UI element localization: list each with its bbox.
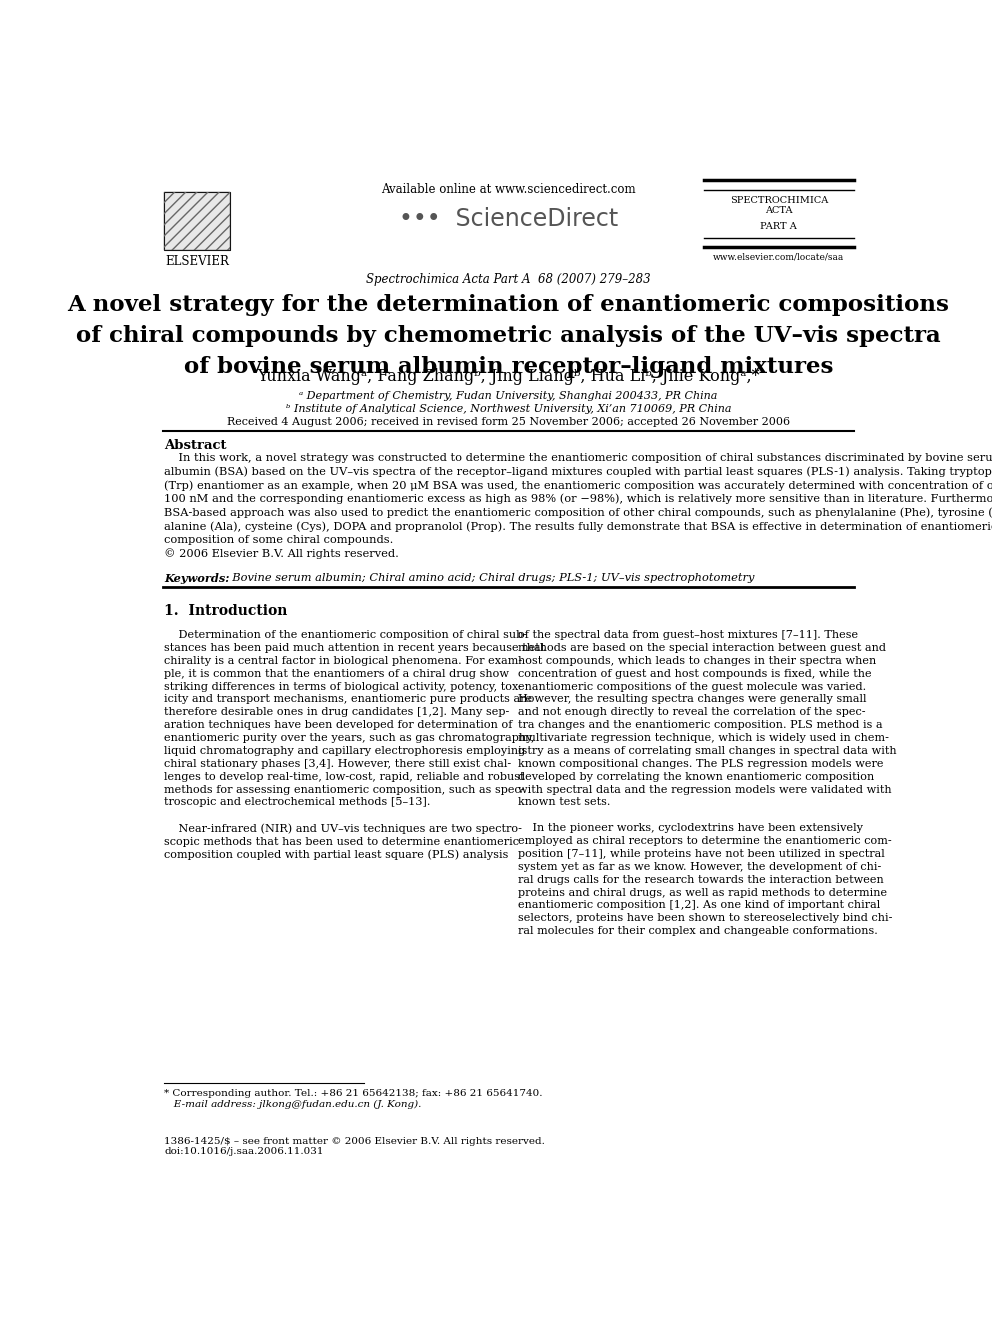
Text: ᵃ Department of Chemistry, Fudan University, Shanghai 200433, PR China: ᵃ Department of Chemistry, Fudan Univers… — [300, 392, 717, 401]
Text: Bovine serum albumin; Chiral amino acid; Chiral drugs; PLS-1; UV–vis spectrophot: Bovine serum albumin; Chiral amino acid;… — [225, 573, 754, 583]
Text: * Corresponding author. Tel.: +86 21 65642138; fax: +86 21 65641740.: * Corresponding author. Tel.: +86 21 656… — [165, 1089, 543, 1098]
Text: of the spectral data from guest–host mixtures [7–11]. These
methods are based on: of the spectral data from guest–host mix… — [518, 630, 897, 937]
Text: ELSEVIER: ELSEVIER — [165, 255, 229, 269]
Bar — [165, 192, 230, 250]
Text: Keywords:: Keywords: — [165, 573, 230, 583]
Text: Determination of the enantiomeric composition of chiral sub-
stances has been pa: Determination of the enantiomeric compos… — [165, 630, 546, 860]
Text: SPECTROCHIMICA: SPECTROCHIMICA — [730, 196, 828, 205]
Text: 1.  Introduction: 1. Introduction — [165, 603, 288, 618]
Text: ACTA: ACTA — [765, 206, 793, 214]
Text: Spectrochimica Acta Part A  68 (2007) 279–283: Spectrochimica Acta Part A 68 (2007) 279… — [366, 273, 651, 286]
Text: PART A: PART A — [761, 222, 798, 232]
Text: Yunxia Wangᵃ, Fang Zhangᵇ, Jing Liangᵇ, Hua Liᵇ, Jilie Kongᵃ,*: Yunxia Wangᵃ, Fang Zhangᵇ, Jing Liangᵇ, … — [257, 368, 760, 385]
Text: Received 4 August 2006; received in revised form 25 November 2006; accepted 26 N: Received 4 August 2006; received in revi… — [227, 418, 790, 427]
Text: •••  ScienceDirect: ••• ScienceDirect — [399, 206, 618, 230]
Text: doi:10.1016/j.saa.2006.11.031: doi:10.1016/j.saa.2006.11.031 — [165, 1147, 323, 1156]
Text: E-mail address: jlkong@fudan.edu.cn (J. Kong).: E-mail address: jlkong@fudan.edu.cn (J. … — [165, 1099, 422, 1109]
Text: 1386-1425/$ – see front matter © 2006 Elsevier B.V. All rights reserved.: 1386-1425/$ – see front matter © 2006 El… — [165, 1136, 546, 1146]
Bar — [165, 192, 230, 250]
Text: A novel strategy for the determination of enantiomeric compositions
of chiral co: A novel strategy for the determination o… — [67, 294, 949, 378]
Text: ᵇ Institute of Analytical Science, Northwest University, Xi’an 710069, PR China: ᵇ Institute of Analytical Science, North… — [286, 404, 731, 414]
Text: In this work, a novel strategy was constructed to determine the enantiomeric com: In this work, a novel strategy was const… — [165, 452, 992, 560]
Text: Available online at www.sciencedirect.com: Available online at www.sciencedirect.co… — [381, 184, 636, 196]
Text: www.elsevier.com/locate/saa: www.elsevier.com/locate/saa — [713, 253, 844, 262]
Text: Abstract: Abstract — [165, 439, 227, 452]
